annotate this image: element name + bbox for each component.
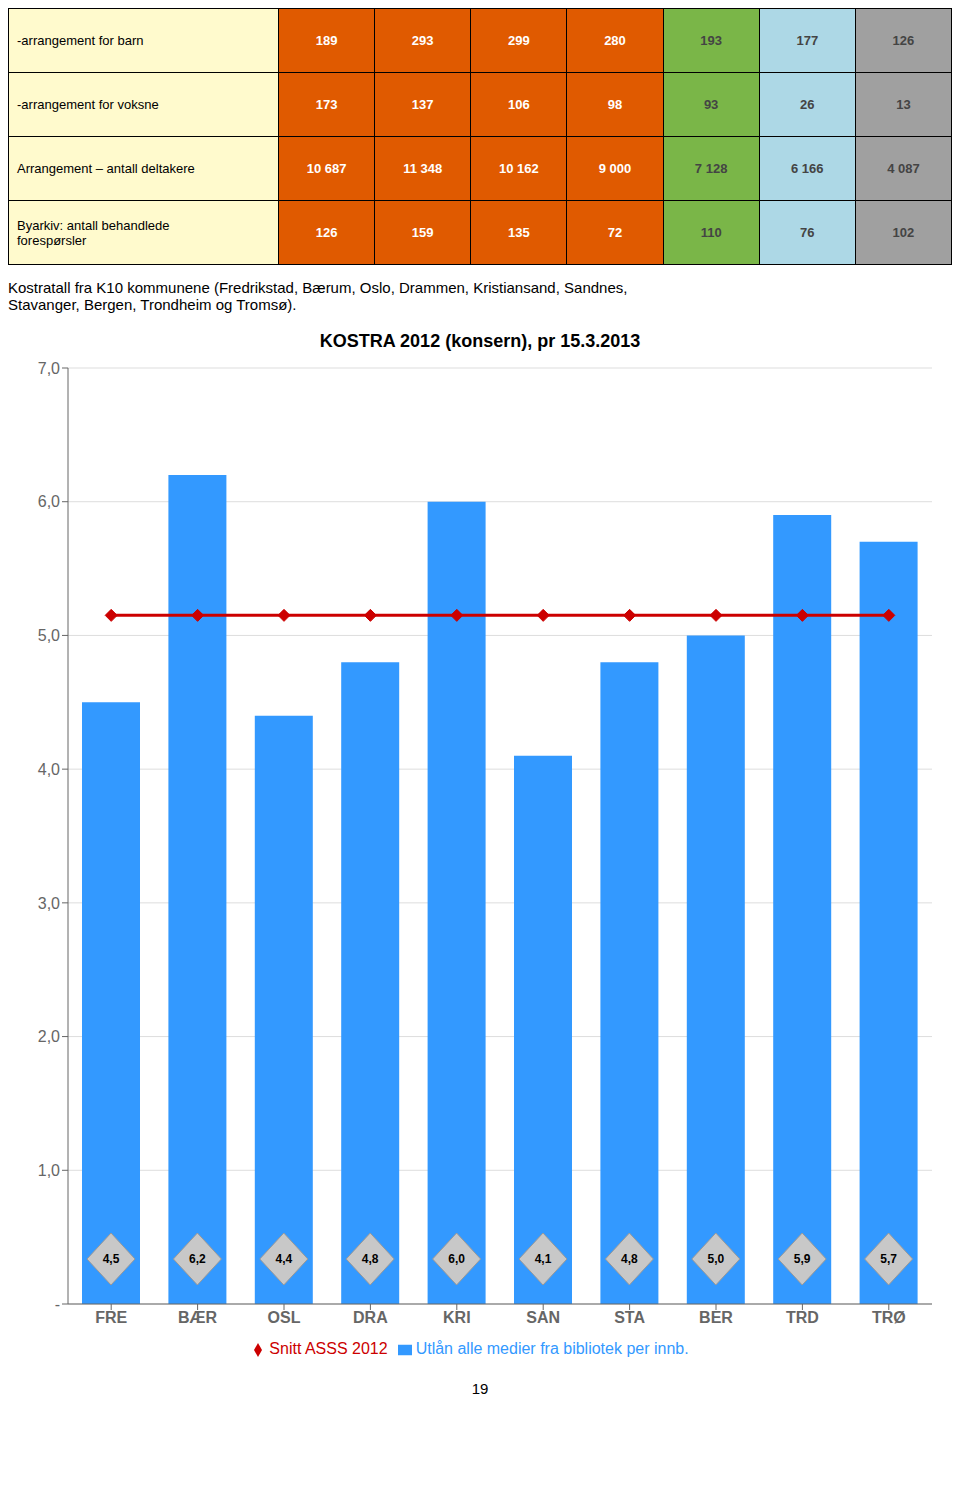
svg-text:5,0: 5,0 [707,1252,724,1266]
html-text:135: 135 [508,225,530,240]
svg-text:BER: BER [699,1309,733,1326]
svg-text:4,8: 4,8 [362,1252,379,1266]
html-text:177: 177 [796,33,819,48]
html-text:102: 102 [892,225,915,240]
svg-text:SAN: SAN [526,1309,560,1326]
svg-text:DRA: DRA [353,1309,388,1326]
html-text:10 687: 10 687 [306,161,347,176]
svg-text:OSL: OSL [268,1309,301,1326]
html-text:-arrangement for barn: -arrangement for barn [17,33,144,48]
html-text:193: 193 [700,33,722,48]
svg-text:BÆR: BÆR [178,1309,218,1326]
html-text:98: 98 [607,97,623,112]
svg-text:4,4: 4,4 [275,1252,292,1266]
svg-text:KRI: KRI [443,1309,471,1326]
svg-text:3,0: 3,0 [38,895,60,912]
html-text:126: 126 [315,225,338,240]
html-text:10 162: 10 162 [499,161,539,176]
svg-text:FRE: FRE [95,1309,127,1326]
svg-text:TRD: TRD [786,1309,819,1326]
svg-text:1,0: 1,0 [38,1162,60,1179]
svg-text:6,0: 6,0 [448,1252,465,1266]
html-text:110: 110 [700,225,722,240]
html-text:Arrangement – antall deltakere: Arrangement – antall deltakere [17,161,195,176]
html-text:Snitt ASSS 2012: Snitt ASSS 2012 [269,1340,388,1357]
svg-text:4,0: 4,0 [38,761,60,778]
html-text:-arrangement for voksne: -arrangement for voksne [17,97,159,112]
svg-text:-: - [55,1296,60,1313]
svg-text:TRØ: TRØ [872,1309,906,1326]
html-text:137: 137 [411,97,434,112]
svg-text:2,0: 2,0 [38,1028,60,1045]
html-text:Utlån alle medier fra bibliote: Utlån alle medier fra bibliotek per innb… [415,1340,689,1357]
html-text:KOSTRA 2012 (konsern), pr 15.3: KOSTRA 2012 (konsern), pr 15.3.2013 [319,331,641,351]
html-text:9 000: 9 000 [598,161,632,176]
html-text:Byarkiv: antall behandlede for: Byarkiv: antall behandlede forespørsler [17,217,170,248]
html-text:106: 106 [508,97,530,112]
svg-text:4,5: 4,5 [103,1252,120,1266]
html-text:13: 13 [896,97,911,112]
html-text:11 348: 11 348 [403,161,443,176]
svg-text:5,7: 5,7 [880,1252,897,1266]
html-text:189: 189 [315,33,338,48]
html-text:76: 76 [800,225,815,240]
svg-text:7,0: 7,0 [38,360,60,377]
html-text:6 166: 6 166 [791,161,824,176]
svg-text:5,9: 5,9 [794,1252,811,1266]
html-text:93: 93 [703,97,719,112]
svg-text:STA: STA [614,1309,645,1326]
svg-text:4,8: 4,8 [621,1252,638,1266]
svg-text:4,1: 4,1 [535,1252,552,1266]
html-text:293: 293 [411,33,434,48]
html-text:159: 159 [411,225,434,240]
svg-text:5,0: 5,0 [38,627,60,644]
html-text:4 087: 4 087 [887,161,920,176]
html-text:26: 26 [800,97,815,112]
html-text:Kostratall fra K10 kommunene (: Kostratall fra K10 kommunene (Fredriksta… [8,279,628,313]
html-text:280: 280 [604,33,626,48]
html-text:126: 126 [892,33,915,48]
html-text:72: 72 [607,225,623,240]
svg-text:6,2: 6,2 [189,1252,206,1266]
html-text:173: 173 [315,97,338,112]
svg-text:6,0: 6,0 [38,493,60,510]
html-text:299: 299 [508,33,530,48]
html-text:7 128: 7 128 [694,161,728,176]
html-text:19: 19 [471,1380,489,1397]
